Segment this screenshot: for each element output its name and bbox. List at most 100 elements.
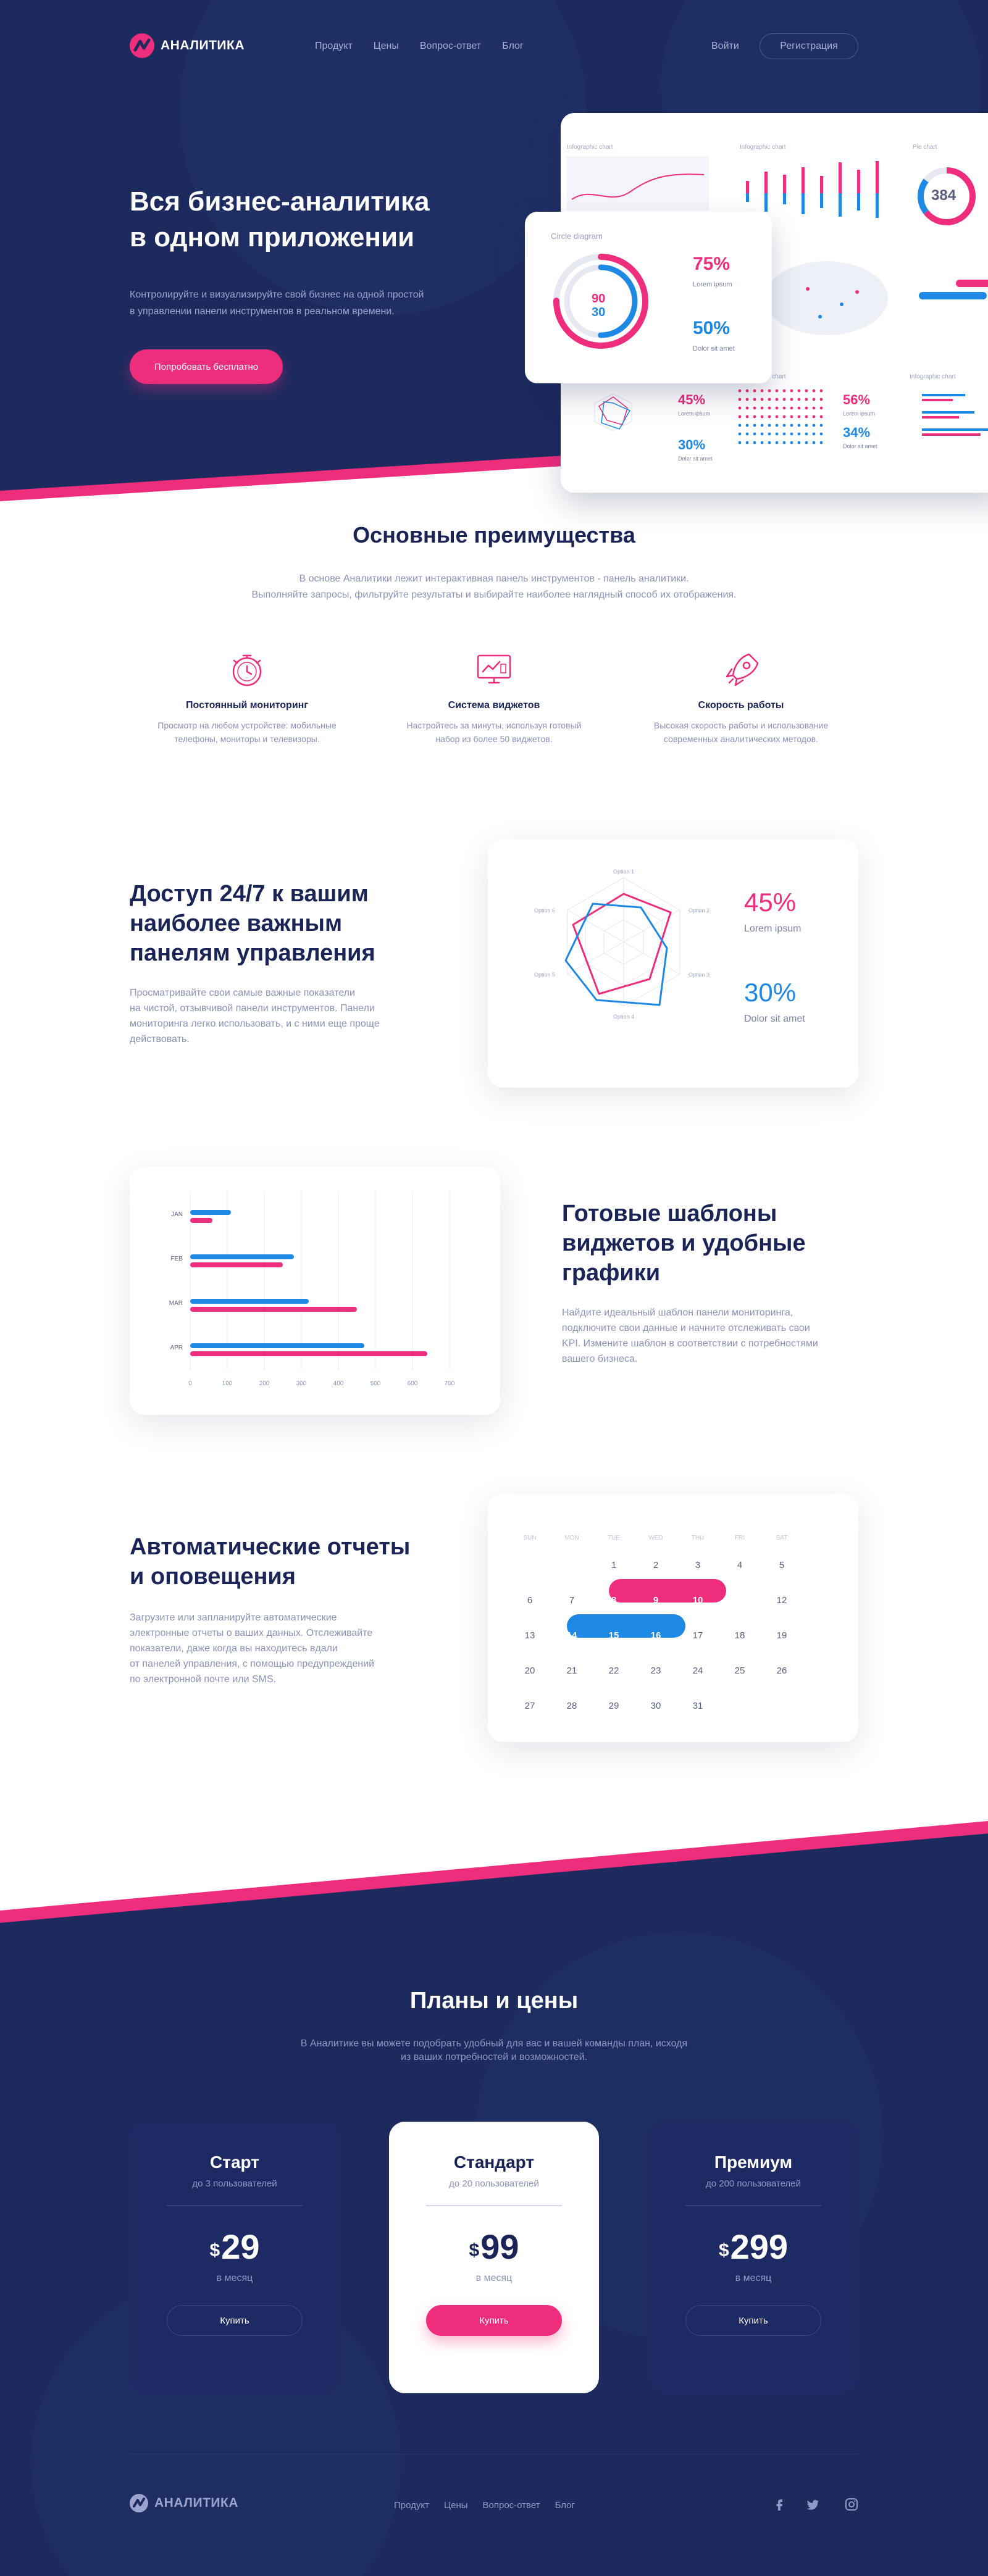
templates-text: Найдите идеальный шаблон панели монитори… [562, 1307, 818, 1364]
matrix-dot [797, 398, 801, 401]
calendar-day[interactable]: 24 [692, 1665, 703, 1676]
calendar-day[interactable]: 29 [608, 1700, 619, 1711]
footer-link-faq[interactable]: Вопрос-ответ [482, 2500, 540, 2511]
matrix-dot [797, 406, 801, 410]
plan-card-premium: Премиум до 200 пользователей $299 в меся… [648, 2122, 858, 2393]
radar-axis-label: Option 5 [534, 972, 555, 978]
templates-title: Готовые шаблоны виджетов и удобные графи… [562, 1201, 806, 1286]
plan-price: $99 [469, 2227, 519, 2266]
matrix-dot [745, 441, 749, 444]
matrix-dot [738, 441, 742, 444]
x-tick-label: 100 [222, 1380, 233, 1387]
footer-link-product[interactable]: Продукт [394, 2500, 429, 2511]
x-tick-label: 500 [371, 1380, 381, 1387]
buy-button-premium[interactable]: Купить [685, 2305, 821, 2336]
stopwatch-icon [225, 648, 269, 691]
plan-card-standard: Стандарт до 20 пользователей $99 в месяц… [389, 2122, 599, 2393]
calendar-day[interactable]: 10 [692, 1594, 703, 1606]
nav-link-blog[interactable]: Блог [502, 41, 524, 51]
calendar-day[interactable]: 9 [653, 1594, 659, 1606]
calendar-day[interactable]: 30 [650, 1700, 661, 1711]
feature-monitoring: Постоянный мониторинг Просмотр на любом … [142, 648, 352, 746]
footer-logo[interactable]: АНАЛИТИКА [130, 2494, 238, 2512]
radar-series-blue [564, 902, 668, 1006]
circle-value-1: 90 [592, 292, 606, 306]
calendar-day[interactable]: 23 [650, 1665, 661, 1676]
try-free-button[interactable]: Попробовать бесплатно [130, 349, 283, 384]
instagram-icon[interactable] [844, 2497, 859, 2512]
nav-links: Продукт Цены Вопрос-ответ Блог [315, 41, 524, 52]
calendar-weekday: TUE [608, 1535, 620, 1541]
feature-title: Постоянный мониторинг [186, 700, 308, 711]
calendar-day[interactable]: 15 [608, 1630, 619, 1641]
plan-period: в месяц [216, 2273, 253, 2283]
radar-axis-label: Option 3 [689, 972, 710, 978]
calendar-day[interactable]: 5 [779, 1559, 785, 1570]
calendar-day[interactable]: 8 [611, 1594, 617, 1606]
nav-link-prices[interactable]: Цены [373, 41, 399, 51]
calendar-day[interactable]: 28 [566, 1700, 577, 1711]
calendar-day[interactable]: 2 [653, 1559, 659, 1570]
calendar-day[interactable]: 31 [692, 1700, 703, 1711]
matrix-dot [797, 415, 801, 419]
login-link[interactable]: Войти [711, 41, 739, 51]
matrix-dot [753, 389, 756, 393]
calendar-day[interactable]: 22 [608, 1665, 619, 1676]
calendar-day[interactable]: 19 [776, 1630, 787, 1641]
calendar-day[interactable]: 27 [524, 1700, 535, 1711]
calendar-day[interactable]: 17 [692, 1630, 703, 1641]
matrix-dot [782, 441, 786, 444]
matrix-dot [745, 398, 749, 401]
twitter-icon[interactable] [805, 2497, 820, 2512]
access-text: Просматривайте свои самые важные показат… [130, 988, 380, 1044]
matrix-dot [760, 441, 764, 444]
matrix-dot [790, 441, 793, 444]
feature-text: Просмотр на любом устройстве: мобильные … [157, 720, 337, 744]
bar [190, 1218, 212, 1223]
calendar-day[interactable]: 3 [695, 1559, 701, 1570]
dash-caption: Infographic chart [910, 373, 956, 380]
radar-axis-label: Option 2 [689, 907, 710, 914]
calendar-day[interactable]: 12 [776, 1594, 787, 1606]
footer-link-blog[interactable]: Блог [555, 2500, 575, 2511]
register-button[interactable]: Регистрация [760, 33, 858, 59]
calendar-card: SUN MON TUE WED THU FRI SAT 1 2 3 4 5 6 7 8 9 10 11 12 13 14… [488, 1494, 858, 1742]
circle-pct-2: 50% [693, 318, 731, 338]
matrix-dot [738, 406, 742, 410]
buy-button-start[interactable]: Купить [167, 2305, 303, 2336]
circle-diagram-card: Circle diagram 90 30 75% Lorem ipsum 50%… [525, 212, 772, 383]
calendar-day[interactable]: 20 [524, 1665, 535, 1676]
dash-dot-matrix [738, 389, 823, 444]
calendar-day[interactable]: 26 [776, 1665, 787, 1676]
calendar-day[interactable]: 14 [566, 1630, 577, 1641]
brand-name: АНАЛИТИКА [161, 38, 245, 52]
calendar-day[interactable]: 6 [527, 1594, 533, 1606]
calendar-day[interactable]: 1 [611, 1559, 617, 1570]
brand-logo[interactable]: АНАЛИТИКА [130, 33, 245, 58]
y-category-label: JAN [171, 1211, 183, 1218]
rocket-icon [719, 648, 763, 691]
feature-text: Настройтесь за минуты, используя готовый… [406, 720, 582, 744]
calendar-day[interactable]: 4 [737, 1559, 743, 1570]
matrix-dot [753, 406, 756, 410]
calendar-range-pink [609, 1579, 726, 1603]
feature-title: Скорость работы [698, 700, 784, 711]
calendar-day[interactable]: 13 [524, 1630, 535, 1641]
calendar-day[interactable]: 18 [734, 1630, 745, 1641]
bar [190, 1254, 294, 1259]
calendar-day[interactable]: 7 [569, 1594, 575, 1606]
calendar-day[interactable]: 11 [735, 1594, 745, 1606]
matrix-dot [753, 441, 756, 444]
buy-button-standard[interactable]: Купить [426, 2305, 562, 2336]
facebook-icon[interactable] [772, 2497, 787, 2512]
circle-card-caption: Circle diagram [551, 231, 603, 241]
footer-link-prices[interactable]: Цены [444, 2500, 468, 2511]
nav-link-product[interactable]: Продукт [315, 41, 353, 51]
calendar-weekday: MON [564, 1535, 579, 1541]
calendar-day[interactable]: 16 [650, 1630, 661, 1641]
calendar-day[interactable]: 25 [734, 1665, 745, 1676]
nav-link-faq[interactable]: Вопрос-ответ [419, 41, 482, 51]
plan-divider [685, 2205, 821, 2206]
calendar-day[interactable]: 21 [566, 1665, 577, 1676]
bar [190, 1262, 283, 1267]
